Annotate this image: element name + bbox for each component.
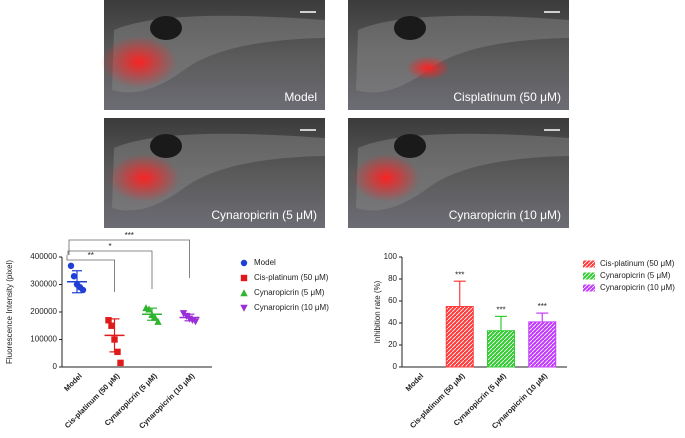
y-tick-label: 300000 <box>30 280 57 289</box>
legend-label: Cis-platinum (50 μM) <box>600 259 675 268</box>
y-axis-label: Inhibition rate (%) <box>373 280 382 343</box>
x-tick-label: Model <box>62 371 84 393</box>
y-tick-label: 400000 <box>30 252 57 261</box>
fluorescence <box>108 154 180 202</box>
significance-label: *** <box>496 306 505 315</box>
significance-label: * <box>108 242 111 251</box>
data-point <box>154 317 162 325</box>
y-tick-label: 0 <box>393 362 398 371</box>
fluorescence <box>101 36 177 88</box>
significance-label: *** <box>455 270 464 279</box>
image-label: Cisplatinum (50 μM) <box>453 90 561 104</box>
legend-label: Cynaropicrin (5 μM) <box>254 288 325 297</box>
y-tick-label: 80 <box>388 274 397 283</box>
image-panel: Cisplatinum (50 μM) <box>348 0 569 110</box>
fish-eye <box>394 16 426 40</box>
legend-marker <box>240 304 248 312</box>
legend-marker <box>240 289 248 297</box>
dot-chart: 0 100000 200000 300000 400000 Fluorescence In… <box>5 231 329 430</box>
bar-pattern <box>445 306 474 368</box>
y-tick-label: 100000 <box>30 335 57 344</box>
significance-bracket <box>66 255 115 292</box>
image-panel: Model <box>101 0 325 110</box>
y-tick-label: 20 <box>388 340 397 349</box>
fish-eye <box>150 16 182 40</box>
data-point <box>145 305 153 313</box>
legend-marker <box>240 274 248 282</box>
significance-label: *** <box>538 302 547 311</box>
image-panels: Model Cisplatinum (50 μM) Cynaropicrin (5 … <box>101 0 569 228</box>
significance-label: ** <box>88 251 94 260</box>
y-tick-label: 0 <box>53 362 58 371</box>
bar-pattern <box>487 330 515 368</box>
data-point <box>117 359 124 367</box>
legend-label: Cynaropicrin (10 μM) <box>254 303 329 312</box>
data-point <box>108 322 115 329</box>
y-tick-label: 100 <box>384 252 398 261</box>
legend-marker <box>240 259 248 267</box>
x-tick-label: Model <box>404 371 426 393</box>
significance-bracket <box>67 250 153 289</box>
fish-eye <box>150 134 182 158</box>
y-axis-label: Fluorescence Intensity (pixel) <box>5 260 14 364</box>
fish-eye <box>394 134 426 158</box>
legend-swatch-pattern <box>583 260 595 268</box>
legend-label: Cis-platinum (50 μM) <box>254 273 329 282</box>
legend-swatch-pattern <box>583 284 595 292</box>
data-point <box>151 313 159 321</box>
data-point <box>67 262 75 269</box>
data-point <box>191 318 200 326</box>
fluorescence <box>406 56 450 80</box>
data-point <box>79 286 87 294</box>
y-tick-label: 40 <box>388 318 397 327</box>
fluorescence <box>352 154 420 202</box>
legend-label: Cynaropicrin (10 μM) <box>600 283 675 292</box>
legend-label: Model <box>254 258 276 267</box>
legend-swatch-pattern <box>583 272 595 280</box>
bar-chart: 0 20 40 60 80 100 Inhibition rate (%) Model Cis-… <box>373 252 675 430</box>
image-label: Cynaropicrin (5 μM) <box>211 208 317 222</box>
image-panel: Cynaropicrin (10 μM) <box>348 118 569 228</box>
image-background <box>348 0 569 110</box>
significance-label: *** <box>125 231 134 240</box>
bar-pattern <box>528 321 557 368</box>
image-label: Cynaropicrin (10 μM) <box>449 208 561 222</box>
y-tick-label: 200000 <box>30 307 57 316</box>
image-panel: Cynaropicrin (5 μM) <box>104 118 325 228</box>
data-point <box>70 273 78 280</box>
data-point <box>105 317 112 324</box>
legend-label: Cynaropicrin (5 μM) <box>600 271 671 280</box>
significance-bracket <box>68 239 190 278</box>
y-tick-label: 60 <box>388 296 397 305</box>
image-label: Model <box>284 90 317 104</box>
